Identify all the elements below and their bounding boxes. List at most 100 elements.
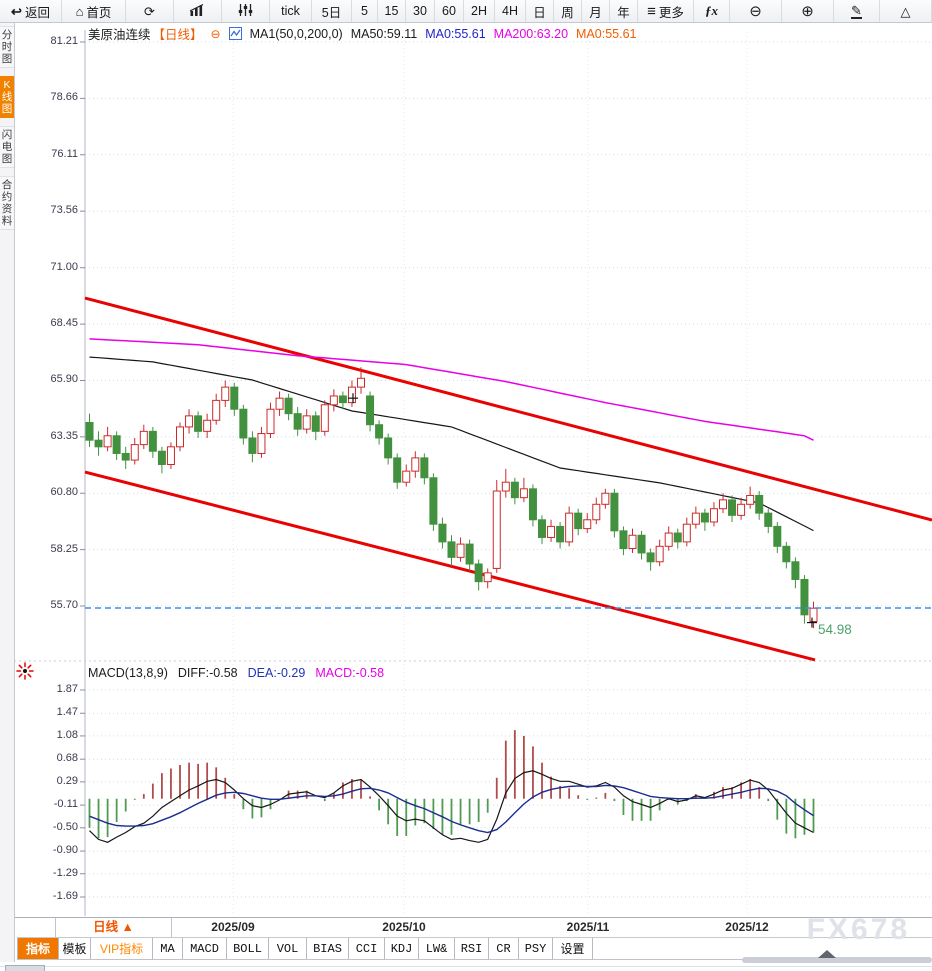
price-axis-tick: 78.66 <box>50 91 78 104</box>
tab-settings[interactable]: 设置 <box>553 938 593 959</box>
tab-cci[interactable]: CCI <box>349 938 385 959</box>
macd-axis-tick: 1.87 <box>56 683 78 695</box>
toolbar-interval-week-label: 周 <box>561 5 574 20</box>
toolbar-interval-4h-button[interactable]: 4H <box>495 0 526 22</box>
candle-body <box>791 561 800 580</box>
macd-axis-tick: -0.50 <box>52 820 78 833</box>
toolbar-interval-5-button[interactable]: 5 <box>352 0 378 22</box>
toolbar-indicator-fx-button[interactable]: ƒx <box>694 0 730 22</box>
toolbar-interval-week-button[interactable]: 周 <box>554 0 582 22</box>
candle-body <box>456 543 465 558</box>
toolbar-refresh-button[interactable]: ⟳ <box>126 0 174 22</box>
tab-boll[interactable]: BOLL <box>227 938 269 959</box>
toolbar-zoom-out-button[interactable]: ⊖ <box>730 0 782 22</box>
toolbar-interval-2h-label: 2H <box>471 4 487 18</box>
price-axis-tick: 58.25 <box>50 542 78 555</box>
chart-canvas[interactable] <box>0 0 932 917</box>
toolbar-draw-button[interactable]: ✎ <box>834 0 880 22</box>
tab-ma[interactable]: MA <box>153 938 183 959</box>
tab-templates[interactable]: 模板 <box>59 938 91 959</box>
tab-indicators[interactable]: 指标 <box>18 938 59 959</box>
candle-body <box>338 395 347 404</box>
toolbar-back-label: 返回 <box>24 5 50 20</box>
candle-body <box>185 415 194 428</box>
candle-body <box>800 578 809 616</box>
candle-body <box>148 430 157 452</box>
toolbar-interval-15-label: 15 <box>384 4 399 18</box>
tab-bias[interactable]: BIAS <box>307 938 349 959</box>
toolbar-interval-60-button[interactable]: 60 <box>435 0 464 22</box>
tab-vol[interactable]: VOL <box>269 938 307 959</box>
last-price-label: 54.98 <box>818 622 852 637</box>
candle-body <box>85 421 94 441</box>
toolbar-interval-day-label: 日 <box>533 5 546 20</box>
pencil-icon: ✎ <box>851 2 862 19</box>
toolbar-interval-2h-button[interactable]: 2H <box>464 0 495 22</box>
price-axis-tick: 76.11 <box>51 147 78 160</box>
tab-cr[interactable]: CR <box>489 938 519 959</box>
sidebar-item-lightning-chart[interactable]: 闪电图 <box>0 126 14 168</box>
candle-body <box>203 419 212 432</box>
toolbar-chart-type-bar-button[interactable] <box>174 0 222 22</box>
toolbar-interval-tick-button[interactable]: tick <box>270 0 312 22</box>
macd-axis-tick: -0.90 <box>52 844 78 857</box>
candle-body <box>139 430 148 446</box>
candle-body <box>293 413 302 430</box>
price-axis-tick: 81.21 <box>50 35 78 47</box>
macd-axis-tick: 1.47 <box>56 706 78 719</box>
tab-lwr[interactable]: LW& <box>419 938 455 959</box>
tab-macd[interactable]: MACD <box>183 938 227 959</box>
channel-lower-line <box>84 470 816 662</box>
candle-body <box>809 607 818 622</box>
ma0-blue-value: MA0:55.61 <box>425 26 486 41</box>
toolbar-interval-5d-button[interactable]: 5日 <box>312 0 352 22</box>
toolbar-interval-15-button[interactable]: 15 <box>378 0 406 22</box>
toolbar-shapes-button[interactable]: △ <box>880 0 932 22</box>
target-icon[interactable]: ⊖ <box>210 26 221 41</box>
sidebar-item-contract-info[interactable]: 合约资料 <box>0 176 14 230</box>
candle-body <box>583 519 592 530</box>
period-selector[interactable]: 日线 ▲ <box>55 918 172 937</box>
candle-body <box>492 490 501 569</box>
price-axis-tick: 68.45 <box>50 317 78 330</box>
macd-axis-tick: -0.11 <box>53 798 78 811</box>
toolbar-zoom-in-button[interactable]: ⊕ <box>782 0 834 22</box>
zoom-out-icon: ⊖ <box>749 2 762 20</box>
candle-body <box>637 534 646 554</box>
ma0-orange-value: MA0:55.61 <box>576 26 637 41</box>
toolbar-chart-style-button[interactable] <box>222 0 270 22</box>
x-axis-date: 2025/09 <box>211 920 255 934</box>
tab-psy[interactable]: PSY <box>519 938 553 959</box>
candle-body <box>556 525 565 543</box>
price-axis-tick: 60.80 <box>50 486 78 499</box>
candle-body <box>592 503 601 521</box>
toolbar-more-button[interactable]: ≡ 更多 <box>638 0 694 22</box>
candle-body <box>275 397 284 410</box>
toolbar-interval-year-button[interactable]: 年 <box>610 0 638 22</box>
candle-body <box>764 512 773 527</box>
period-label: 【日线】 <box>152 28 203 42</box>
toolbar-interval-month-button[interactable]: 月 <box>582 0 610 22</box>
candle-body <box>402 470 411 483</box>
toolbar-interval-5-label: 5 <box>361 4 368 18</box>
toolbar-interval-5d-label: 5日 <box>321 5 342 20</box>
candle-body <box>130 444 139 461</box>
candle-body <box>157 450 166 466</box>
candle-body <box>673 532 682 543</box>
macd-axis-tick: 0.68 <box>56 752 78 765</box>
toolbar-home-button[interactable]: ⌂ 首页 <box>62 0 126 22</box>
candle-body <box>121 452 130 461</box>
toolbar-interval-30-button[interactable]: 30 <box>406 0 435 22</box>
candle-body <box>528 488 537 521</box>
horizontal-scrollbar[interactable] <box>742 957 932 963</box>
toolbar-back-button[interactable]: ↩ 返回 <box>0 0 62 22</box>
mini-chart-icon[interactable] <box>228 27 242 40</box>
tab-vip-indicators[interactable]: VIP指标 <box>91 938 153 959</box>
sidebar-item-minute-chart[interactable]: 分时图 <box>0 26 14 68</box>
partial-bottom-tab[interactable] <box>5 965 45 971</box>
tab-rsi[interactable]: RSI <box>455 938 489 959</box>
scrollbar-up-arrow-icon[interactable] <box>818 950 836 958</box>
tab-kdj[interactable]: KDJ <box>385 938 419 959</box>
toolbar-interval-day-button[interactable]: 日 <box>526 0 554 22</box>
